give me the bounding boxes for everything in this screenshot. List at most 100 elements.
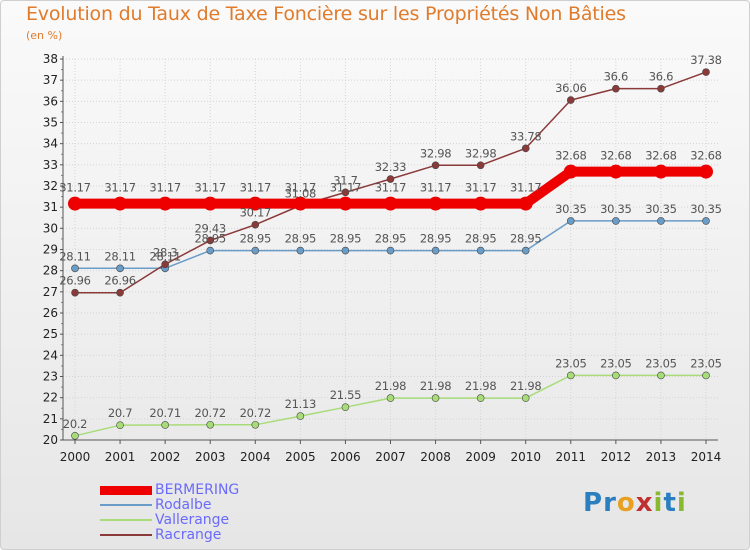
logo-letter: i (653, 488, 664, 518)
data-label: 31.17 (375, 181, 406, 195)
x-tick-label: 2003 (195, 450, 226, 464)
data-point (203, 196, 218, 211)
data-point (293, 196, 308, 211)
legend-label: Rodalbe (155, 497, 212, 513)
data-label: 32.33 (375, 160, 406, 174)
x-tick-label: 2001 (105, 450, 136, 464)
data-point (341, 403, 350, 411)
data-point (428, 196, 443, 211)
data-label: 20.72 (240, 406, 271, 420)
data-point (612, 84, 620, 93)
data-label: 23.05 (555, 356, 586, 370)
y-tick-label: 37 (43, 73, 58, 87)
data-label: 23.05 (645, 356, 676, 370)
proxiti-logo: Proxiti (583, 488, 687, 518)
y-tick-label: 25 (43, 327, 58, 341)
x-tick-label: 2014 (691, 450, 722, 464)
data-label: 32.68 (600, 149, 631, 163)
data-point (251, 246, 260, 255)
data-point (296, 412, 305, 420)
y-tick-label: 20 (43, 433, 58, 447)
data-label: 28.95 (330, 232, 361, 246)
data-point (612, 371, 620, 380)
data-label: 28.95 (240, 232, 271, 246)
x-tick-label: 2005 (285, 450, 316, 464)
data-point (386, 394, 395, 402)
data-label: 20.2 (63, 417, 87, 431)
x-tick-label: 2010 (510, 450, 541, 464)
x-tick-label: 2004 (240, 450, 271, 464)
data-label: 20.7 (108, 406, 132, 420)
data-point (206, 420, 215, 429)
data-label: 21.55 (330, 388, 361, 402)
data-point (386, 175, 395, 183)
legend-label: BERMERING (155, 482, 240, 498)
data-point (338, 196, 353, 211)
data-point (657, 217, 665, 225)
data-label: 28.3 (153, 245, 177, 259)
data-label: 30.35 (600, 202, 631, 216)
data-points (68, 68, 713, 440)
data-label: 32.98 (465, 146, 496, 160)
data-point (476, 394, 485, 402)
data-label: 28.95 (510, 232, 541, 246)
data-label: 21.98 (510, 379, 541, 393)
data-label: 31.7 (333, 173, 357, 187)
data-label: 32.68 (690, 149, 721, 163)
data-label: 28.95 (420, 232, 451, 246)
data-label: 21.98 (420, 379, 451, 393)
y-tick-label: 28 (43, 264, 58, 278)
y-tick-label: 23 (43, 370, 58, 384)
y-tick-label: 30 (43, 221, 58, 235)
data-label: 30.35 (555, 202, 586, 216)
data-point (71, 264, 79, 273)
data-label: 21.13 (285, 397, 316, 411)
data-point (71, 288, 79, 297)
data-point (68, 196, 82, 211)
data-point (702, 217, 710, 225)
data-point (563, 164, 578, 179)
data-point (699, 164, 713, 179)
data-label: 31.17 (240, 181, 271, 195)
data-point (612, 217, 620, 225)
data-point (521, 394, 530, 402)
logo-letter: x (635, 488, 654, 518)
data-labels: 20.2 20.7 20.71 20.72 20.72 21.13 21.55 21.98 21… (59, 53, 722, 431)
data-label: 28.11 (149, 249, 180, 263)
data-point (566, 371, 575, 380)
data-label: 31.17 (330, 181, 361, 195)
y-tick-label: 36 (43, 94, 58, 108)
grid (63, 58, 718, 441)
data-label: 31.17 (59, 181, 90, 195)
y-tick-label: 38 (43, 52, 58, 66)
data-label: 20.71 (149, 406, 180, 420)
data-point (521, 246, 530, 255)
data-label: 31.17 (465, 181, 496, 195)
data-label: 21.98 (375, 379, 406, 393)
data-label: 30.35 (690, 202, 721, 216)
data-point (251, 220, 260, 229)
logo-letter: P (583, 488, 604, 518)
data-point (521, 144, 530, 153)
legend-swatch (100, 504, 152, 506)
data-label: 31.17 (420, 181, 451, 195)
legend-swatch (100, 486, 152, 495)
logo-letter: r (603, 488, 617, 518)
data-point (702, 371, 710, 380)
y-tick-label: 34 (43, 137, 58, 151)
y-tick-label: 32 (43, 179, 58, 193)
x-tick-label: 2006 (330, 450, 361, 464)
data-point (431, 161, 440, 170)
data-label: 32.98 (420, 146, 451, 160)
data-label: 28.11 (59, 249, 90, 263)
data-label: 36.6 (604, 70, 628, 84)
data-point (518, 196, 533, 211)
data-point (431, 394, 440, 402)
data-point (116, 288, 124, 297)
data-label: 26.96 (104, 274, 135, 288)
data-point (702, 68, 710, 76)
data-point (653, 164, 668, 179)
x-tick-label: 2012 (601, 450, 632, 464)
y-tick-label: 33 (43, 158, 58, 172)
axes: 2021222324252627282930313233343536373820… (43, 52, 722, 464)
